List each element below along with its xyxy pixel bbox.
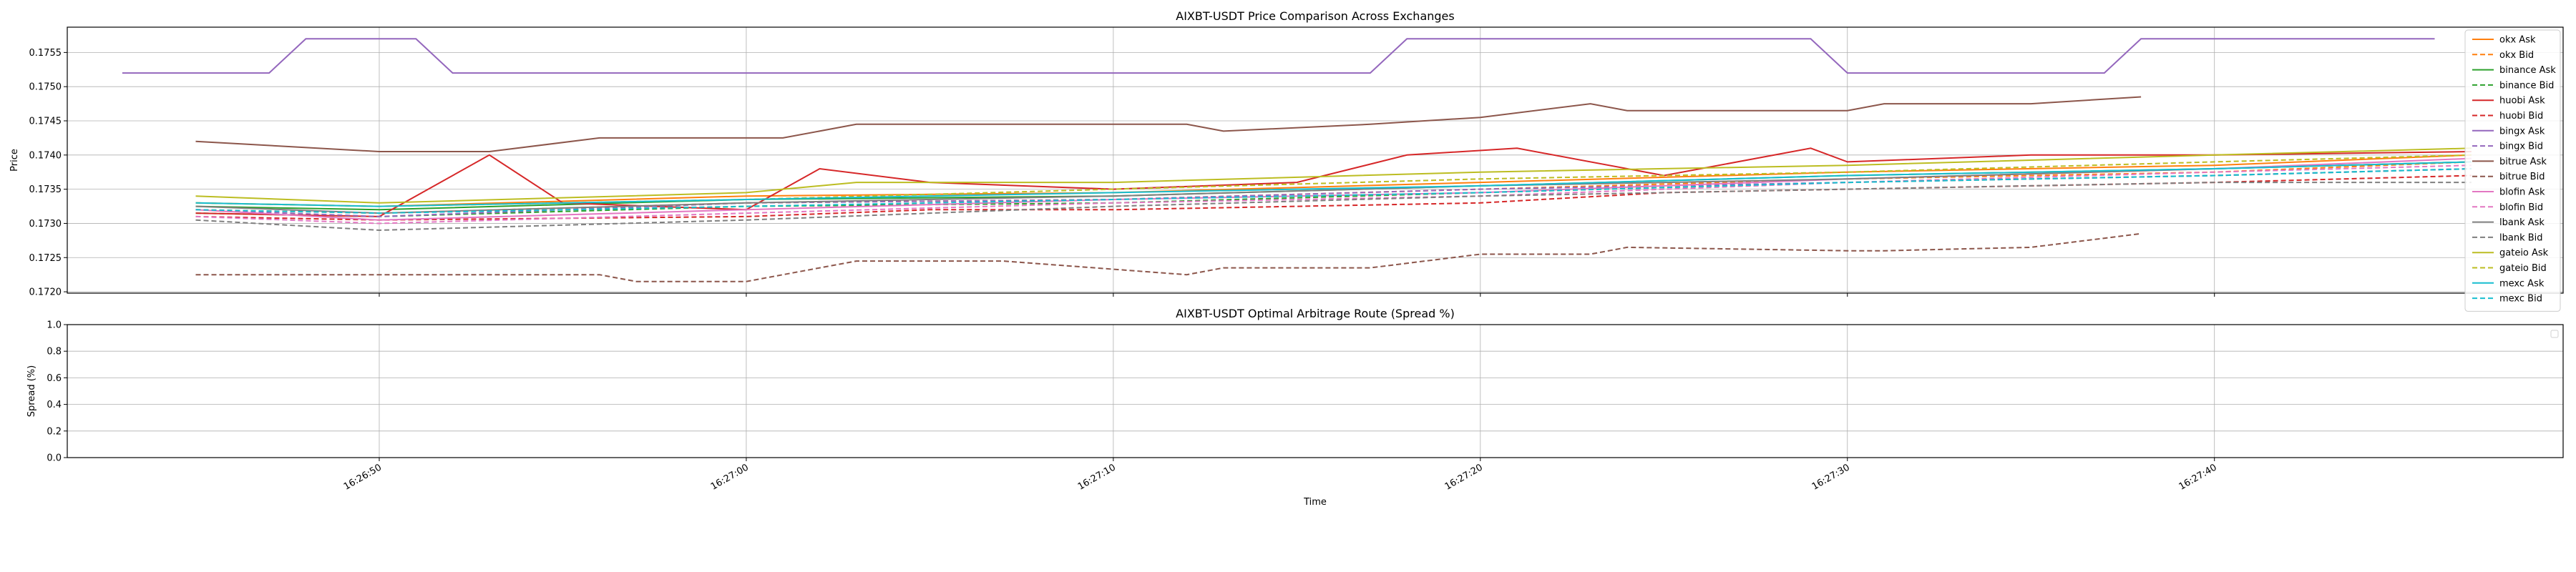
price-ytick-label: 0.1750 [29, 82, 62, 93]
series-line-bitrue-bid [195, 232, 2142, 282]
legend-entry-label: bitrue Ask [2499, 157, 2547, 167]
price-chart: AIXBT-USDT Price Comparison Across Excha… [9, 9, 2564, 312]
legend-entry-label: blofin Bid [2499, 202, 2543, 213]
series-line-bitrue-ask [195, 96, 2142, 152]
legend-entry-label: bitrue Bid [2499, 172, 2545, 182]
series-line-blofin-bid [195, 164, 2472, 225]
legend-entry-label: gateio Ask [2499, 248, 2549, 259]
spread-chart-empty-legend [2550, 330, 2559, 338]
price-chart-legend: okx Ask okx Bid binance Ask binance Bid huob… [2464, 29, 2561, 312]
legend-entry-label: bingx Ask [2499, 126, 2545, 137]
spread-ytick-label: 1.0 [47, 320, 62, 331]
legend-entry-label: okx Ask [2499, 35, 2536, 46]
legend-entry-label: huobi Bid [2499, 111, 2543, 122]
legend-entry-label: mexc Ask [2499, 278, 2545, 289]
legend-entry-label: huobi Ask [2499, 96, 2545, 107]
price-chart-yticks: 0.1720 0.1725 0.1730 0.1735 0.1740 0.1745 0.17… [29, 48, 67, 298]
price-chart-frame [67, 26, 2564, 294]
price-chart-title: AIXBT-USDT Price Comparison Across Excha… [1176, 9, 1454, 23]
price-ytick-label: 0.1725 [29, 253, 62, 264]
price-ytick-label: 0.1720 [29, 287, 62, 298]
spread-ytick-label: 0.6 [47, 373, 62, 384]
legend-entry-label: okx Bid [2499, 50, 2534, 61]
legend-entry-label: bingx Bid [2499, 142, 2543, 152]
series-line-lbank-bid [195, 182, 2472, 232]
series-line-mexc-ask [195, 161, 2472, 207]
legend-entry-label: blofin Ask [2499, 187, 2545, 198]
legend-entry-label: gateio Bid [2499, 263, 2547, 274]
spread-ytick-label: 0.4 [47, 400, 62, 410]
price-ytick-label: 0.1735 [29, 184, 62, 195]
price-chart-lines [122, 38, 2472, 282]
legend-entry-label: binance Ask [2499, 65, 2556, 76]
price-chart-grid [67, 27, 2563, 293]
spread-ytick-label: 0.2 [47, 426, 62, 437]
legend-entry-label: binance Bid [2499, 80, 2554, 91]
spread-ytick-label: 0.0 [47, 453, 62, 464]
spread-chart-xlabel: Time [1303, 497, 1327, 508]
price-ytick-label: 0.1740 [29, 150, 62, 161]
series-line-bingx-ask [122, 38, 2435, 74]
legend-entry-label: lbank Bid [2499, 232, 2543, 243]
spread-chart-ylabel: Spread (%) [26, 365, 37, 417]
series-line-gateio-ask [195, 147, 2472, 204]
price-ytick-label: 0.1730 [29, 219, 62, 230]
spread-chart-yticks: 0.0 0.2 0.4 0.6 0.8 1.0 [47, 320, 67, 464]
price-chart-ylabel: Price [9, 149, 20, 172]
series-line-mexc-bid [195, 168, 2472, 214]
legend-entry-label: mexc Bid [2499, 294, 2542, 305]
series-line-bingx-bid [195, 168, 2472, 217]
price-chart-xticks [379, 293, 2215, 297]
spread-chart-title: AIXBT-USDT Optimal Arbitrage Route (Spre… [1176, 307, 1455, 320]
price-ytick-label: 0.1755 [29, 48, 62, 59]
spread-chart-frame [67, 324, 2564, 458]
legend-entry-label: lbank Ask [2499, 217, 2545, 228]
series-line-huobi-ask [195, 147, 2472, 217]
spread-ytick-label: 0.8 [47, 347, 62, 358]
price-ytick-label: 0.1745 [29, 117, 62, 127]
